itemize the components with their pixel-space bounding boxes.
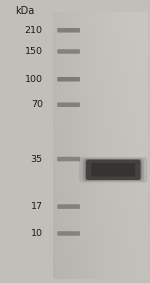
Text: 10: 10 <box>31 229 43 238</box>
FancyBboxPatch shape <box>91 163 135 177</box>
FancyBboxPatch shape <box>57 77 80 82</box>
FancyBboxPatch shape <box>86 160 141 180</box>
Text: 70: 70 <box>31 100 43 109</box>
Text: 17: 17 <box>31 202 43 211</box>
FancyBboxPatch shape <box>57 49 80 54</box>
FancyBboxPatch shape <box>57 102 80 107</box>
FancyBboxPatch shape <box>57 231 80 236</box>
Text: 150: 150 <box>25 47 43 56</box>
Text: 35: 35 <box>31 155 43 164</box>
FancyBboxPatch shape <box>83 158 144 181</box>
Text: kDa: kDa <box>15 6 34 16</box>
FancyBboxPatch shape <box>57 28 80 33</box>
FancyBboxPatch shape <box>57 204 80 209</box>
Text: 210: 210 <box>25 26 43 35</box>
FancyBboxPatch shape <box>79 157 147 183</box>
FancyBboxPatch shape <box>57 157 80 161</box>
FancyBboxPatch shape <box>85 159 142 180</box>
Text: 100: 100 <box>25 75 43 84</box>
